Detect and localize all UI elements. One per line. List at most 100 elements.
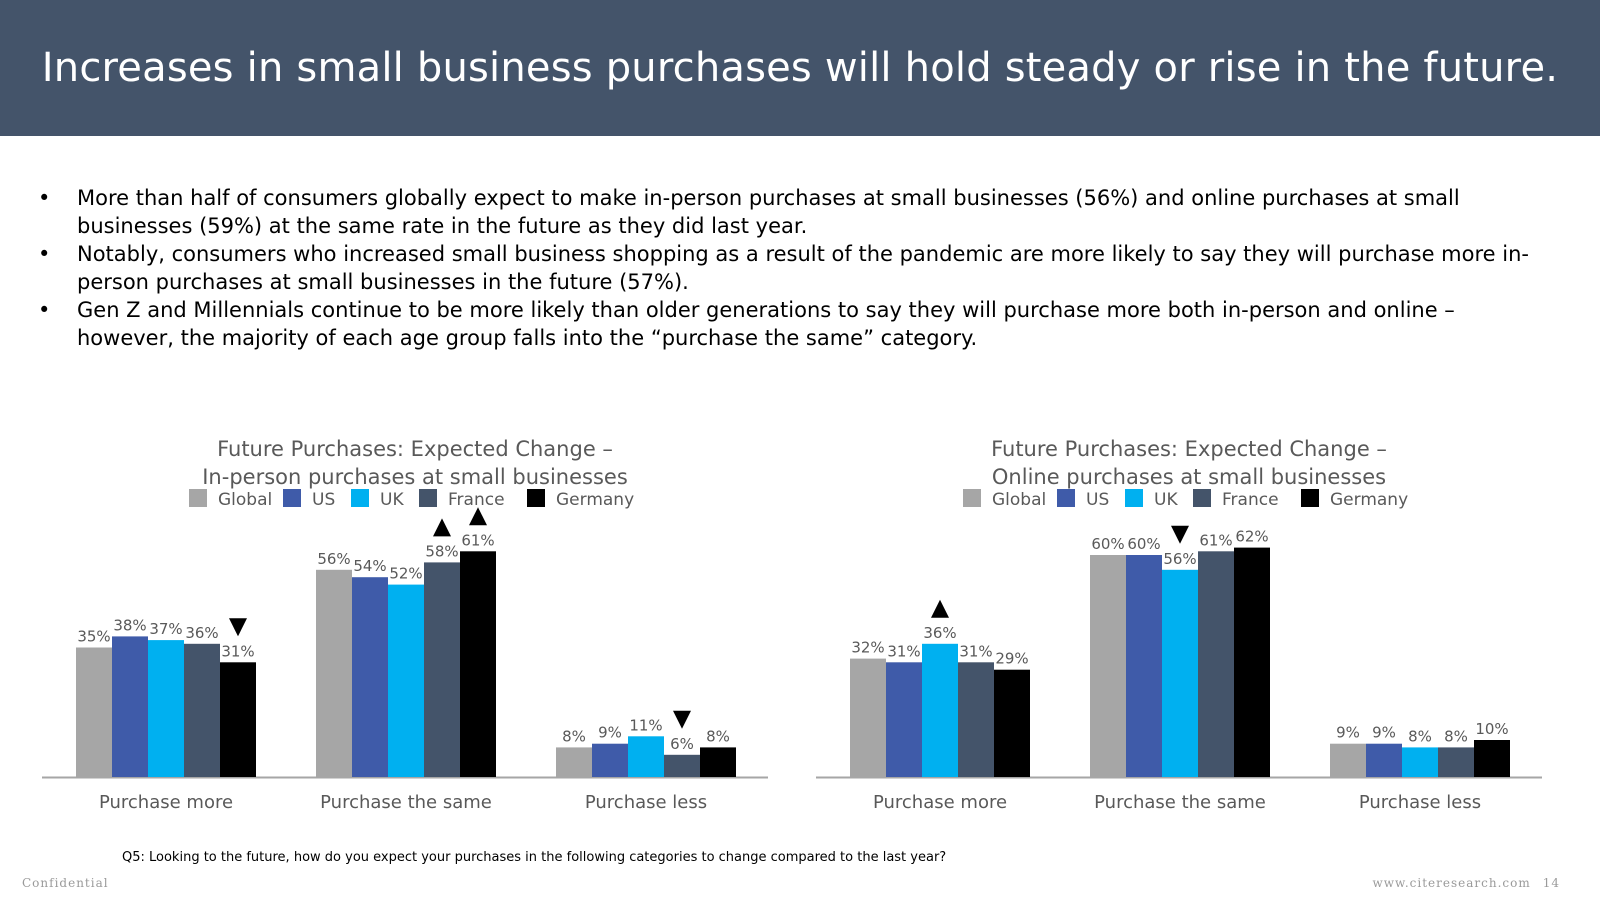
bar <box>316 569 352 777</box>
bar <box>922 643 958 777</box>
data-label: 58% <box>425 542 458 560</box>
legend-swatch <box>419 489 437 507</box>
legend-label: UK <box>380 490 404 510</box>
data-label: 56% <box>1163 550 1196 568</box>
bar <box>1330 743 1366 777</box>
chart-title-line: Online purchases at small businesses <box>992 465 1386 489</box>
chart-in-person: Future Purchases: Expected Change – In-pe… <box>30 430 800 830</box>
data-label: 36% <box>923 624 956 642</box>
bar <box>664 754 700 777</box>
category-label: Purchase less <box>585 792 707 813</box>
data-label: 10% <box>1475 720 1508 738</box>
legend-label: France <box>1222 490 1279 510</box>
data-label: 37% <box>149 620 182 638</box>
chart-svg: Future Purchases: Expected Change – Onlin… <box>816 437 1542 813</box>
data-label: 9% <box>598 724 622 742</box>
legend-swatch <box>527 489 545 507</box>
bar <box>886 662 922 777</box>
legend-label: US <box>1086 490 1109 510</box>
data-label: 8% <box>1444 727 1468 745</box>
legend-swatch <box>1125 489 1143 507</box>
legend-swatch <box>1301 489 1319 507</box>
data-label: 29% <box>995 650 1028 668</box>
bar <box>1366 743 1402 777</box>
bar <box>1198 551 1234 777</box>
legend-label: Global <box>992 490 1046 510</box>
chart-title-line: Future Purchases: Expected Change – <box>217 437 613 461</box>
legend-label: Germany <box>556 490 634 510</box>
triangle-up-icon <box>469 507 487 526</box>
bullet-item: Notably, consumers who increased small b… <box>36 240 1556 296</box>
data-label: 38% <box>113 616 146 634</box>
data-label: 36% <box>185 624 218 642</box>
bar <box>850 658 886 777</box>
chart-svg: Future Purchases: Expected Change – In-pe… <box>42 437 768 813</box>
bar <box>958 662 994 777</box>
data-label: 9% <box>1336 724 1360 742</box>
category-label: Purchase less <box>1359 792 1481 813</box>
bar <box>592 743 628 777</box>
bar <box>1438 747 1474 777</box>
legend-swatch <box>1193 489 1211 507</box>
data-label: 62% <box>1235 528 1268 546</box>
question-footnote: Q5: Looking to the future, how do you ex… <box>122 850 947 865</box>
bar <box>1402 747 1438 777</box>
chart-online: Future Purchases: Expected Change – Onlin… <box>804 430 1574 830</box>
bar <box>700 747 736 777</box>
bullet-list: More than half of consumers globally exp… <box>36 184 1556 352</box>
data-label: 32% <box>851 639 884 657</box>
data-label: 54% <box>353 557 386 575</box>
category-label: Purchase the same <box>320 792 492 813</box>
bar <box>352 577 388 777</box>
category-label: Purchase the same <box>1094 792 1266 813</box>
data-label: 61% <box>1199 531 1232 549</box>
legend-swatch <box>963 489 981 507</box>
chart-title-line: In-person purchases at small businesses <box>202 465 628 489</box>
category-label: Purchase more <box>873 792 1007 813</box>
bar <box>994 669 1030 777</box>
bar <box>556 747 592 777</box>
bar <box>628 736 664 777</box>
data-label: 31% <box>887 642 920 660</box>
data-label: 31% <box>221 642 254 660</box>
data-label: 52% <box>389 565 422 583</box>
legend-swatch <box>283 489 301 507</box>
legend-swatch <box>189 489 207 507</box>
data-label: 60% <box>1127 535 1160 553</box>
bar <box>460 551 496 777</box>
confidential-label: Confidential <box>22 876 109 890</box>
bar <box>184 643 220 777</box>
legend-label: Global <box>218 490 272 510</box>
legend-swatch <box>1057 489 1075 507</box>
data-label: 11% <box>629 716 662 734</box>
data-label: 31% <box>959 642 992 660</box>
triangle-up-icon <box>433 518 451 537</box>
bullet-item: Gen Z and Millennials continue to be mor… <box>36 296 1556 352</box>
bar <box>388 584 424 777</box>
category-label: Purchase more <box>99 792 233 813</box>
legend-swatch <box>351 489 369 507</box>
triangle-down-icon <box>1171 525 1189 544</box>
bar <box>424 562 460 777</box>
data-label: 61% <box>461 531 494 549</box>
bar <box>112 636 148 777</box>
data-label: 9% <box>1372 724 1396 742</box>
triangle-down-icon <box>673 710 691 729</box>
data-label: 8% <box>706 727 730 745</box>
bar <box>148 640 184 777</box>
chart-title-line: Future Purchases: Expected Change – <box>991 437 1387 461</box>
legend-label: France <box>448 490 505 510</box>
bar <box>1474 740 1510 777</box>
bullet-item: More than half of consumers globally exp… <box>36 184 1556 240</box>
legend-label: US <box>312 490 335 510</box>
data-label: 8% <box>1408 727 1432 745</box>
title-bar: Increases in small business purchases wi… <box>0 0 1600 136</box>
bar <box>1162 569 1198 777</box>
data-label: 56% <box>317 550 350 568</box>
data-label: 6% <box>670 735 694 753</box>
website-link[interactable]: www.citeresearch.com <box>1372 876 1531 890</box>
bar <box>1234 547 1270 777</box>
triangle-down-icon <box>229 618 247 637</box>
bar <box>220 662 256 777</box>
data-label: 8% <box>562 727 586 745</box>
